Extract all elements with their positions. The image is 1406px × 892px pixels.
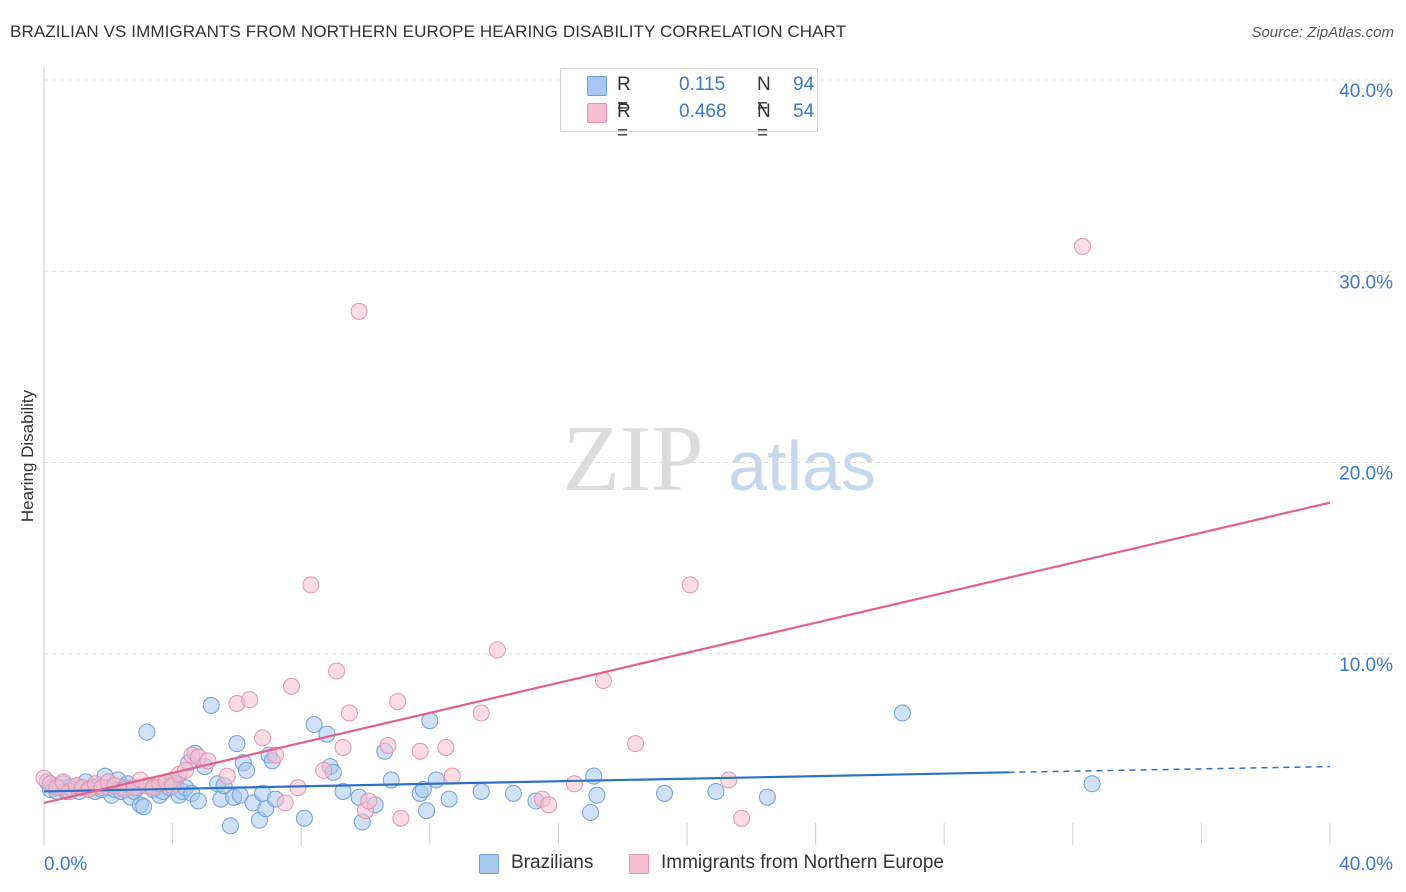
r-label: R = <box>617 101 631 144</box>
brazilians-point <box>504 784 522 802</box>
brazilians-point <box>318 725 336 743</box>
immigrants-swatch <box>587 103 607 123</box>
brazilians-point <box>221 817 239 835</box>
n-value: 54 <box>793 101 815 122</box>
legend-label: Immigrants from Northern Europe <box>661 852 944 873</box>
brazilians-point <box>189 792 207 810</box>
brazilians-point <box>135 798 153 816</box>
immigrants-point <box>302 576 320 594</box>
immigrants-point <box>266 746 284 764</box>
brazilians-point <box>472 782 490 800</box>
n-label: N = <box>757 101 771 144</box>
immigrants-point <box>720 771 738 789</box>
immigrants-point <box>254 729 272 747</box>
immigrants-point <box>389 693 407 711</box>
grid-layer <box>44 79 1392 655</box>
immigrants-legend-swatch <box>629 854 649 874</box>
brazilians-point <box>1083 775 1101 793</box>
immigrants-point <box>627 735 645 753</box>
brazilians-point <box>440 790 458 808</box>
legend-label: Brazilians <box>511 852 594 873</box>
brazilians-point <box>588 786 606 804</box>
immigrants-point <box>540 796 558 814</box>
immigrants-point <box>472 704 490 722</box>
r-label: R = <box>617 74 631 117</box>
y-axis-title: Hearing Disability <box>18 389 37 522</box>
immigrants-point <box>733 809 751 827</box>
immigrants-point <box>350 302 368 320</box>
immigrants-points <box>35 237 1091 827</box>
immigrants-point <box>241 691 259 709</box>
immigrants-point <box>1073 237 1091 255</box>
chart-title: BRAZILIAN VS IMMIGRANTS FROM NORTHERN EU… <box>10 22 847 41</box>
axes-layer <box>43 66 1331 845</box>
immigrants-point <box>681 576 699 594</box>
immigrants-point <box>218 767 236 785</box>
brazilians-point <box>655 784 673 802</box>
brazilians-point <box>295 809 313 827</box>
immigrants-point <box>276 794 294 812</box>
brazilians-point <box>305 716 323 734</box>
brazilians-trend-extension <box>1008 765 1331 774</box>
watermark-zip: ZIP <box>563 407 704 511</box>
bottom-legend: Brazilians Immigrants from Northern Euro… <box>0 852 1406 878</box>
immigrants-point <box>315 761 333 779</box>
brazilians-swatch <box>587 76 607 96</box>
immigrants-point <box>283 677 301 695</box>
x-tick-label: 40.0% <box>1339 854 1393 875</box>
brazilians-point <box>893 704 911 722</box>
y-tick-label: 10.0% <box>1339 655 1393 676</box>
brazilians-point <box>228 735 246 753</box>
brazilians-point <box>582 803 600 821</box>
immigrants-point <box>328 662 346 680</box>
trend-lines <box>43 501 1331 804</box>
r-value: 0.468 <box>679 101 727 122</box>
immigrants-trend-line <box>43 501 1331 804</box>
source-label: Source: ZipAtlas.com <box>1251 24 1394 41</box>
watermark-atlas: atlas <box>728 427 876 505</box>
brazilians-points <box>38 696 1101 835</box>
immigrants-point <box>488 641 506 659</box>
y-tick-label: 30.0% <box>1339 272 1393 293</box>
y-tick-label: 20.0% <box>1339 464 1393 485</box>
immigrants-point <box>360 792 378 810</box>
stats-legend: R = 0.115 N = 94 R = 0.468 N = 54 <box>560 68 818 144</box>
brazilians-point <box>138 723 156 741</box>
n-value: 94 <box>793 74 815 95</box>
immigrants-point <box>565 775 583 793</box>
axis-labels: 10.0% 20.0% 30.0% 40.0% 0.0% 40.0% Hearing Dis… <box>18 81 1393 875</box>
x-tick-label: 0.0% <box>44 854 87 875</box>
immigrants-point <box>334 738 352 756</box>
immigrants-point <box>379 737 397 755</box>
brazilians-point <box>334 782 352 800</box>
immigrants-point <box>340 704 358 722</box>
immigrants-point <box>594 672 612 690</box>
brazilians-point <box>202 696 220 714</box>
immigrants-point <box>392 809 410 827</box>
brazilians-point <box>427 771 445 789</box>
brazilians-point <box>418 802 436 820</box>
immigrants-point <box>437 738 455 756</box>
brazilians-point <box>414 781 432 799</box>
brazilians-legend-swatch <box>479 854 499 874</box>
y-tick-label: 40.0% <box>1339 81 1393 102</box>
watermark: ZIP atlas <box>563 407 876 511</box>
n-label: N = <box>757 74 771 117</box>
brazilians-point <box>238 761 256 779</box>
immigrants-point <box>411 742 429 760</box>
brazilians-point <box>707 782 725 800</box>
immigrants-point <box>443 767 461 785</box>
r-value: 0.115 <box>679 74 726 95</box>
brazilians-point <box>758 788 776 806</box>
brazilians-trend-line <box>43 771 1009 793</box>
